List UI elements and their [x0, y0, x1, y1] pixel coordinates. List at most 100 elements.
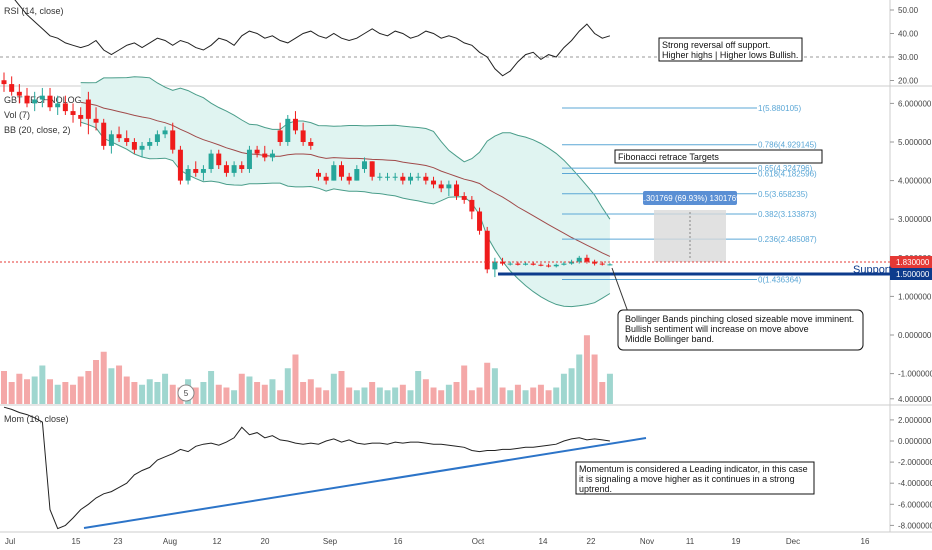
candle-body: [185, 169, 191, 181]
candle-body: [308, 142, 314, 146]
rsi-tick-label: 40.00: [898, 30, 919, 39]
mom-tick-label: -2.000000: [898, 458, 932, 467]
price-tick-label: 4.000000: [898, 177, 932, 186]
time-tick-label: Oct: [472, 537, 485, 546]
volume-bar: [116, 365, 123, 404]
candle-body: [361, 161, 367, 170]
measure-tag: [643, 191, 737, 205]
mom-note-line-3: uptrend.: [579, 484, 612, 494]
time-tick-label: 11: [686, 537, 695, 546]
volume-bar: [39, 365, 46, 404]
candle-body: [62, 103, 68, 112]
volume-bar: [70, 384, 77, 404]
event-marker[interactable]: [177, 384, 195, 402]
fib-level-label: 0(1.436364): [758, 276, 801, 285]
volume-bar: [453, 382, 460, 404]
candle-body: [231, 165, 237, 173]
candle-body: [85, 99, 91, 119]
time-tick-label: Aug: [163, 537, 177, 546]
bollinger-lower-band: [80, 121, 611, 308]
volume-bar: [338, 371, 345, 404]
volume-bar: [246, 376, 253, 404]
price-tick-label: 5.000000: [898, 138, 932, 147]
bollinger-band-fill: [80, 76, 610, 307]
momentum-trendline[interactable]: [83, 437, 647, 529]
volume-bar: [54, 384, 61, 404]
candle-body: [592, 261, 598, 264]
fib-level-label: 0.65(4.324796): [758, 164, 813, 173]
volume-bar: [292, 354, 299, 404]
candle-body: [223, 165, 229, 173]
rsi-tick-label: 30.00: [898, 53, 919, 62]
volume-bar: [307, 379, 314, 404]
volume-bar: [16, 373, 23, 404]
time-tick-label: 14: [539, 537, 548, 546]
mom-tick-label: 0.000000: [898, 437, 932, 446]
candle-body: [70, 111, 76, 115]
volume-bar: [108, 368, 115, 404]
candle-body: [93, 118, 99, 123]
volume-bar: [415, 371, 422, 404]
candle-body: [530, 263, 536, 265]
time-tick-label: 15: [72, 537, 81, 546]
time-tick-label: 23: [114, 537, 123, 546]
candle-body: [216, 153, 222, 166]
volume-bar: [62, 382, 69, 404]
rsi-label[interactable]: RSI (14, close): [4, 6, 64, 16]
mom-note-box[interactable]: [575, 461, 815, 495]
candle-body: [576, 257, 582, 262]
last-price-value: 1.830000: [896, 258, 930, 267]
volume-bar: [361, 387, 368, 404]
fibonacci-levels[interactable]: 1(5.880105) 0.786(4.929145) 0.65(4.324796)…: [562, 104, 817, 285]
vol-indicator-label[interactable]: Vol (7): [4, 110, 30, 120]
event-marker-label[interactable]: 5: [184, 389, 189, 398]
volume-bar: [254, 382, 261, 404]
candle-body: [39, 95, 45, 100]
volume-bar: [192, 387, 199, 404]
volume-bar: [576, 354, 583, 404]
volume-bar: [330, 373, 337, 404]
candle-body: [500, 261, 506, 264]
volume-bar: [491, 368, 498, 404]
candle-body: [484, 230, 490, 270]
bb-indicator-label[interactable]: BB (20, close, 2): [4, 125, 71, 135]
candle-body: [55, 103, 61, 108]
candle-body: [400, 176, 406, 181]
candle-body: [193, 169, 199, 173]
volume-bar: [277, 390, 284, 404]
time-tick-label: Dec: [786, 537, 800, 546]
time-tick-label: Nov: [640, 537, 654, 546]
fib-note-box[interactable]: [614, 149, 823, 164]
candle-body: [438, 184, 444, 189]
candle-body: [131, 142, 137, 150]
volume-bar: [284, 368, 291, 404]
volume-bar: [384, 390, 391, 404]
candle-body: [285, 118, 291, 142]
bollinger-upper-band: [80, 76, 611, 220]
mom-note-line-2: it is signaling a move higher as it cont…: [579, 474, 795, 484]
fib-level-label: 0.382(3.133873): [758, 210, 817, 219]
volume-bar: [346, 387, 353, 404]
price-tick-label: 1.000000: [898, 292, 932, 301]
volume-bar: [445, 384, 452, 404]
volume-bar: [315, 387, 322, 404]
mom-axis: 4.000000 2.000000 0.000000 -2.000000 -4.0000…: [890, 395, 932, 530]
volume-bar: [507, 390, 514, 404]
candle-body: [147, 142, 153, 146]
bb-note-box[interactable]: [617, 309, 864, 351]
price-tick-label: -1.000000: [898, 370, 932, 379]
volume-bar: [85, 371, 92, 404]
mom-tick-label: -6.000000: [898, 500, 932, 509]
candle-body: [47, 95, 53, 108]
volume-bar: [407, 390, 414, 404]
volume-bar: [461, 365, 468, 404]
momentum-line: [3, 406, 610, 530]
candle-body: [16, 91, 22, 96]
volume-bar: [476, 387, 483, 404]
volume-bar: [323, 390, 330, 404]
volume-bar: [599, 382, 606, 404]
rsi-note-box[interactable]: [658, 37, 803, 62]
candle-body: [154, 134, 160, 142]
candle-body: [538, 264, 544, 266]
